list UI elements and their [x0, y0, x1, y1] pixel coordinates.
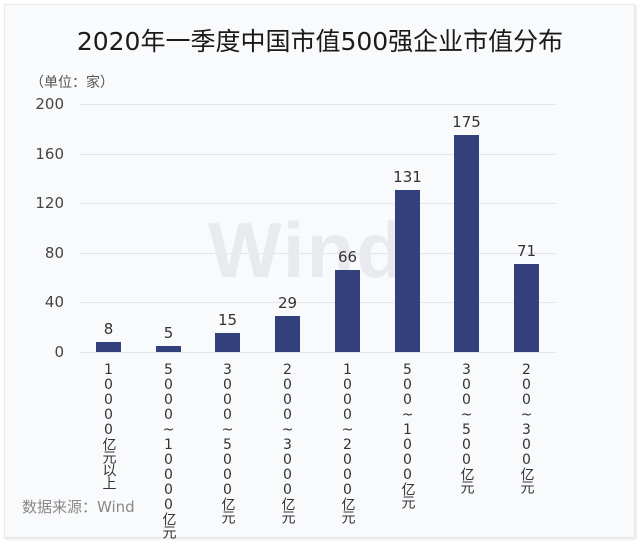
- bar-value-label: 66: [337, 248, 358, 266]
- gridline: [80, 203, 556, 204]
- gridline: [80, 154, 556, 155]
- bar-value-label: 29: [277, 294, 298, 312]
- y-tick-label: 0: [54, 343, 64, 361]
- watermark: Wind: [208, 206, 406, 294]
- bar: [215, 333, 240, 352]
- bar: [96, 342, 121, 352]
- gridline: [80, 352, 556, 353]
- bar: [395, 190, 420, 352]
- x-category-label: 200~300亿元: [518, 362, 535, 493]
- x-category-label: 3000~5000亿元: [219, 362, 236, 523]
- x-category-label: 1000~2000亿元: [339, 362, 356, 523]
- bar-value-label: 5: [163, 324, 174, 342]
- bar-value-label: 8: [103, 320, 114, 338]
- bar: [454, 135, 479, 352]
- y-tick-label: 120: [35, 194, 64, 212]
- bar-value-label: 71: [516, 242, 537, 260]
- gridline: [80, 104, 556, 105]
- y-tick-label: 200: [35, 95, 64, 113]
- bar-value-label: 175: [452, 113, 481, 131]
- x-category-label: 5000~10000亿元: [160, 362, 177, 538]
- gridline: [80, 302, 556, 303]
- x-category-label: 300~500亿元: [458, 362, 475, 493]
- unit-label: （单位：家）: [30, 75, 114, 91]
- x-category-label: 2000~3000亿元: [279, 362, 296, 523]
- y-tick-label: 80: [44, 244, 64, 262]
- data-source: 数据来源：Wind: [22, 498, 135, 516]
- bar-value-label: 131: [393, 168, 422, 186]
- x-category-label: 10000亿元以上: [100, 362, 117, 489]
- bar: [335, 270, 360, 352]
- bar: [514, 264, 539, 352]
- y-tick-label: 160: [35, 145, 64, 163]
- bar: [275, 316, 300, 352]
- chart-title: 2020年一季度中国市值500强企业市值分布: [76, 27, 564, 56]
- y-tick-label: 40: [44, 293, 64, 311]
- x-category-label: 500~1000亿元: [399, 362, 416, 508]
- bar: [156, 346, 181, 352]
- bar-value-label: 15: [217, 311, 238, 329]
- gridline: [80, 253, 556, 254]
